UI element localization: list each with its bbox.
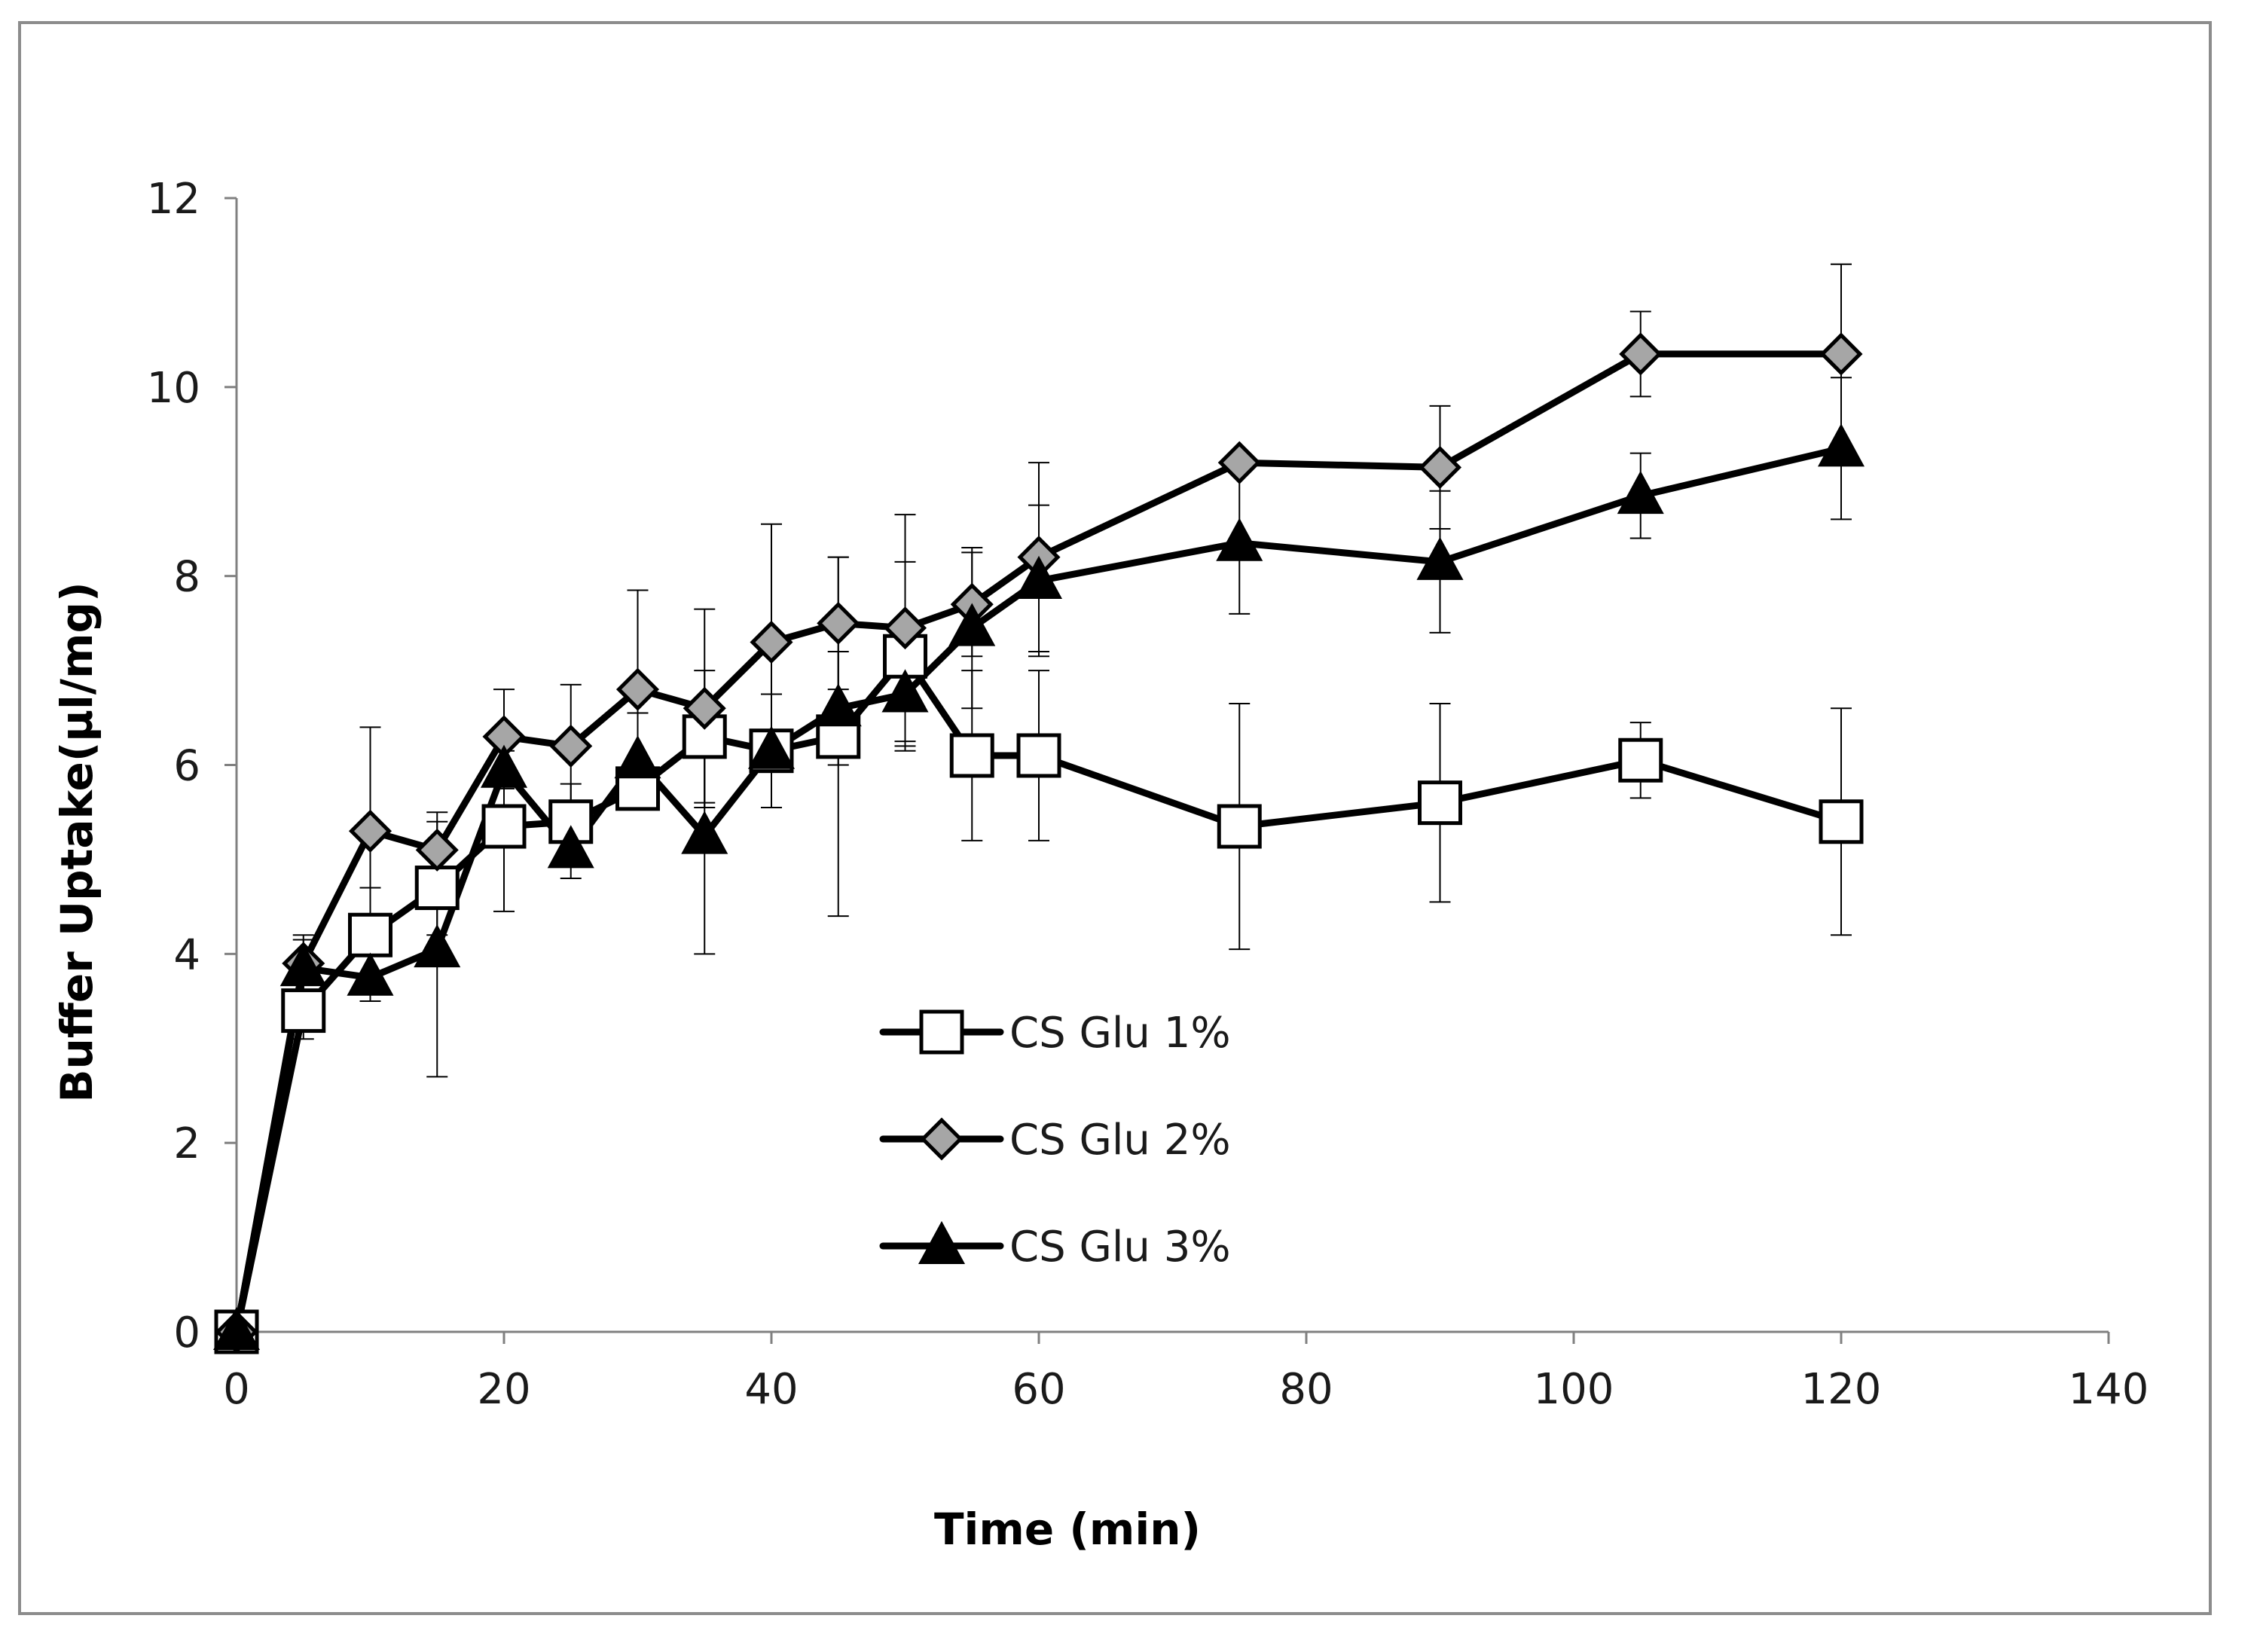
x-tick-label: 40 [744,1365,798,1414]
series-markers [212,332,1865,1354]
legend-label-2: CS Glu 2% [1009,1116,1231,1165]
y-axis-title: Buffer Uptake(µl/mg) [51,582,102,1102]
series-3-point [681,811,728,854]
x-tick-label: 100 [1534,1365,1614,1414]
legend-label-1: CS Glu 1% [1009,1009,1231,1058]
legend-label-3: CS Glu 3% [1009,1223,1231,1272]
x-tick-label: 80 [1279,1365,1333,1414]
series-1-point [348,912,392,957]
series-2-point [615,667,660,711]
legend-marker-3 [918,1220,966,1264]
series-1-point [1418,780,1462,826]
y-tick-label: 10 [147,364,200,413]
error-bars [292,263,1852,1078]
series-3-point [747,725,796,769]
series-3-point [1817,423,1865,467]
series-3-point [1416,536,1464,580]
series-2-point [817,601,860,645]
y-tick-label: 8 [173,553,200,602]
series-3-point [1015,555,1063,599]
series-1-point [414,866,460,911]
series-2-point [683,686,726,730]
series-1-point [1217,804,1262,849]
y-tick-label: 2 [173,1119,200,1168]
series-3-point [614,735,661,779]
series-1-point [1016,733,1061,778]
series-1-point [1819,799,1864,844]
series-3-point [212,1306,261,1350]
series-2-point [415,828,459,872]
x-tick-label: 120 [1801,1365,1882,1414]
series-3-point [347,952,394,996]
series-3-point [480,744,528,788]
series-3-point [948,603,996,646]
legend-marker-2 [920,1117,964,1161]
series-1-point [281,988,326,1034]
series-3-point [1216,518,1263,561]
x-tick-label: 60 [1012,1365,1065,1414]
legend-marker-1 [919,1009,964,1055]
series-1-point [949,733,994,778]
legend: CS Glu 1% CS Glu 2% CS Glu 3% [879,1009,1231,1272]
series-2-point [750,620,793,664]
series-2-point [1619,332,1663,376]
series-2-point [1217,441,1261,484]
x-axis-title: Time (min) [934,1504,1201,1555]
y-tick-label: 12 [147,175,200,224]
series-3-point [414,924,461,968]
y-tick-label: 6 [173,742,200,791]
series-1-point [481,804,527,849]
series-2-point [1819,332,1863,376]
series-3-point [881,669,929,713]
x-tick-label: 0 [223,1365,250,1414]
series-2-point [549,724,593,768]
x-tick-label: 20 [477,1365,530,1414]
axes: 0 20 40 60 80 100 120 140 0 2 4 6 8 10 12 [147,175,2149,1414]
series-2-point [348,809,392,853]
series-2-point [1418,445,1462,489]
series-3-point [279,943,327,987]
series-1-point [1618,737,1663,783]
series-3-point [814,683,862,727]
y-tick-label: 0 [173,1308,200,1357]
y-tick-label: 4 [173,930,200,979]
x-tick-label: 140 [2069,1365,2149,1414]
series-2-point [883,606,927,650]
series-3-point [1617,470,1664,515]
series-3-point [547,825,594,869]
